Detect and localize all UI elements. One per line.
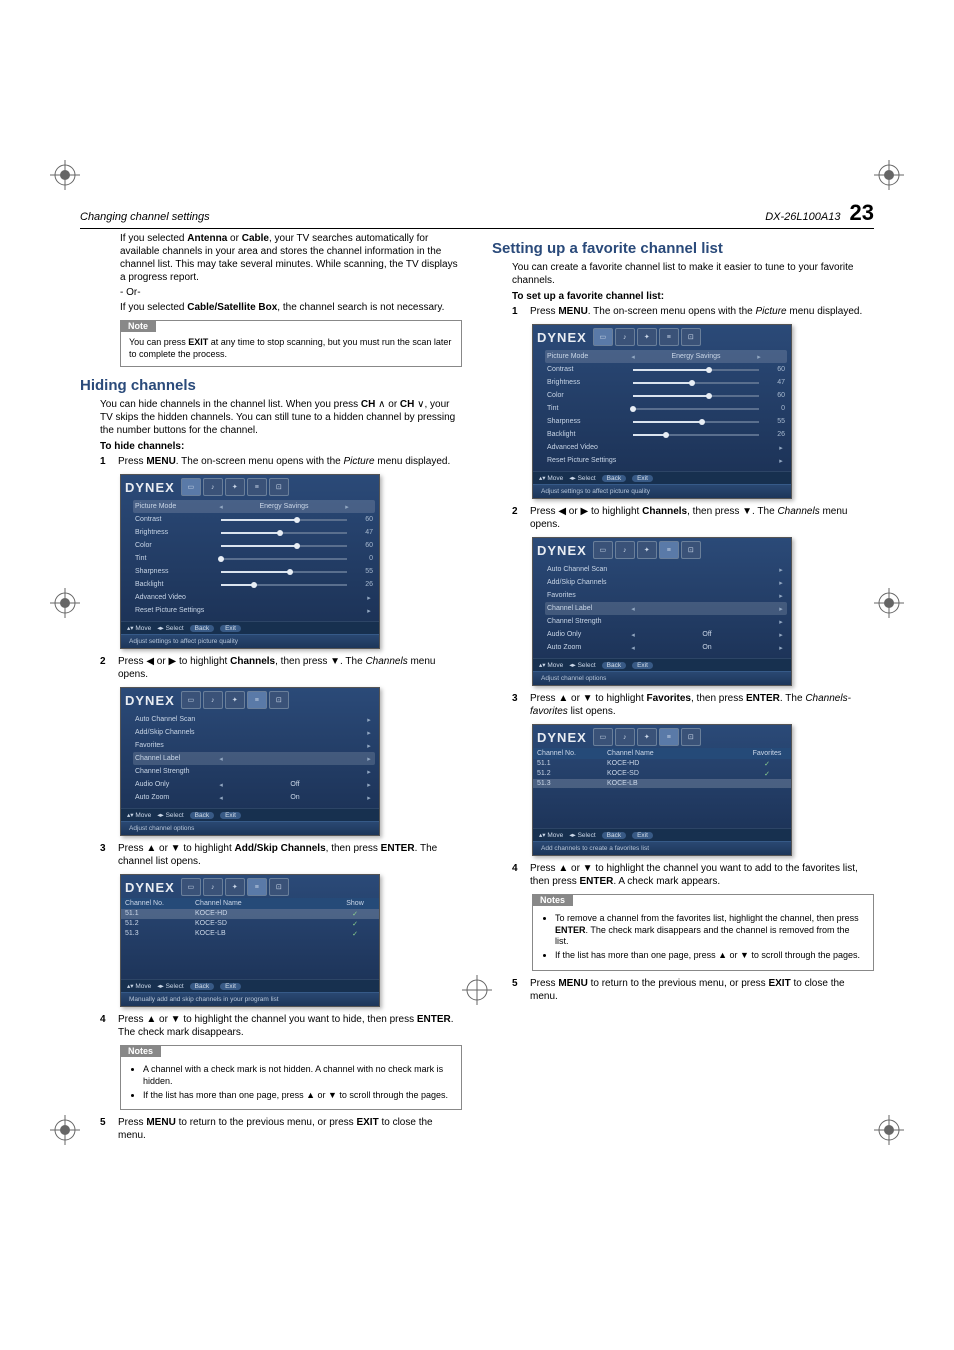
note-bullet: To remove a channel from the favorites l… <box>555 913 865 948</box>
tv-tab-settings: ✦ <box>225 478 245 496</box>
tv-footer: Adjust channel options <box>121 821 379 835</box>
right-column: Setting up a favorite channel list You c… <box>492 230 874 1145</box>
tv-hint-bar: ▴▾ Move ◂▸ Select Back Exit <box>121 621 379 634</box>
note-bullet: A channel with a check mark is not hidde… <box>143 1064 453 1087</box>
to-setup-heading: To set up a favorite channel list: <box>512 291 874 302</box>
step-3: 3Press ▲ or ▼ to highlight Add/Skip Chan… <box>100 842 462 868</box>
step-4: 4Press ▲ or ▼ to highlight the channel y… <box>512 862 874 888</box>
step-1: 1Press MENU. The on-screen menu opens wi… <box>100 455 462 468</box>
section-favorites: Setting up a favorite channel list <box>492 240 874 257</box>
tv-tab-audio: ♪ <box>203 478 223 496</box>
step-5: 5Press MENU to return to the previous me… <box>512 977 874 1003</box>
notes-tab: Notes <box>120 1045 161 1057</box>
hint-exit: Exit <box>220 625 241 632</box>
tv-tabs: ▭ ♪ ✦ ≡ ⊡ <box>181 478 289 496</box>
tv-channels-menu-2: DYNEX ▭♪✦≡⊡ Auto Channel Scan▸Add/Skip C… <box>532 537 792 686</box>
to-hide-heading: To hide channels: <box>100 441 462 452</box>
note-tab: Note <box>120 320 156 332</box>
left-column: If you selected Antenna or Cable, your T… <box>80 230 462 1145</box>
hint-select: ◂▸ Select <box>157 624 183 632</box>
tv-picture-menu: DYNEX ▭ ♪ ✦ ≡ ⊡ Picture Mode◂Energy Savi… <box>120 474 380 649</box>
tv-channels-menu: DYNEX ▭♪✦≡⊡ Auto Channel Scan▸Add/Skip C… <box>120 687 380 836</box>
step-1: 1Press MENU. The on-screen menu opens wi… <box>512 305 874 318</box>
tv-channel-list: DYNEX ▭♪✦≡⊡ Channel No.Channel NameShow … <box>120 874 380 1007</box>
tv-picture-menu-2: DYNEX ▭♪✦≡⊡ Picture Mode◂Energy Savings▸… <box>532 324 792 499</box>
step-2: 2Press ◀ or ▶ to highlight Channels, the… <box>512 505 874 531</box>
fav-intro: You can create a favorite channel list t… <box>512 261 874 287</box>
tv-logo: DYNEX <box>125 480 175 495</box>
hint-move: ▴▾ Move <box>127 624 151 632</box>
tv-logo: DYNEX <box>125 880 175 895</box>
page-number: 23 <box>850 200 874 225</box>
tv-footer: Adjust settings to affect picture qualit… <box>121 634 379 648</box>
section-hiding-channels: Hiding channels <box>80 377 462 394</box>
intro-text-2: If you selected Cable/Satellite Box, the… <box>120 301 462 314</box>
header-right: DX-26L100A13 23 <box>765 200 874 226</box>
step-2: 2Press ◀ or ▶ to highlight Channels, the… <box>100 655 462 681</box>
model-number: DX-26L100A13 <box>765 211 840 223</box>
hint-back: Back <box>190 625 214 632</box>
note-box: Note You can press EXIT at any time to s… <box>120 320 462 367</box>
intro-text: If you selected Antenna or Cable, your T… <box>120 232 462 284</box>
note-bullet: If the list has more than one page, pres… <box>143 1090 453 1102</box>
header-left: Changing channel settings <box>80 211 210 223</box>
tv-footer: Manually add and skip channels in your p… <box>121 992 379 1006</box>
step-4: 4Press ▲ or ▼ to highlight the channel y… <box>100 1013 462 1039</box>
tv-tab-picture: ▭ <box>181 478 201 496</box>
page-header: Changing channel settings DX-26L100A13 2… <box>80 200 874 229</box>
or-text: - Or- <box>120 286 462 299</box>
tv-tab-usb: ⊡ <box>269 478 289 496</box>
note-body: You can press EXIT at any time to stop s… <box>121 333 461 366</box>
step-5: 5Press MENU to return to the previous me… <box>100 1116 462 1142</box>
notes-box: Notes To remove a channel from the favor… <box>532 894 874 971</box>
notes-box: Notes A channel with a check mark is not… <box>120 1045 462 1110</box>
note-bullet: If the list has more than one page, pres… <box>555 950 865 962</box>
tv-favorites-list: DYNEX ▭♪✦≡⊡ Channel No.Channel NameFavor… <box>532 724 792 856</box>
step-3: 3Press ▲ or ▼ to highlight Favorites, th… <box>512 692 874 718</box>
tv-logo: DYNEX <box>125 693 175 708</box>
notes-tab: Notes <box>532 894 573 906</box>
tv-tab-channels: ≡ <box>247 478 267 496</box>
hide-intro: You can hide channels in the channel lis… <box>100 398 462 437</box>
